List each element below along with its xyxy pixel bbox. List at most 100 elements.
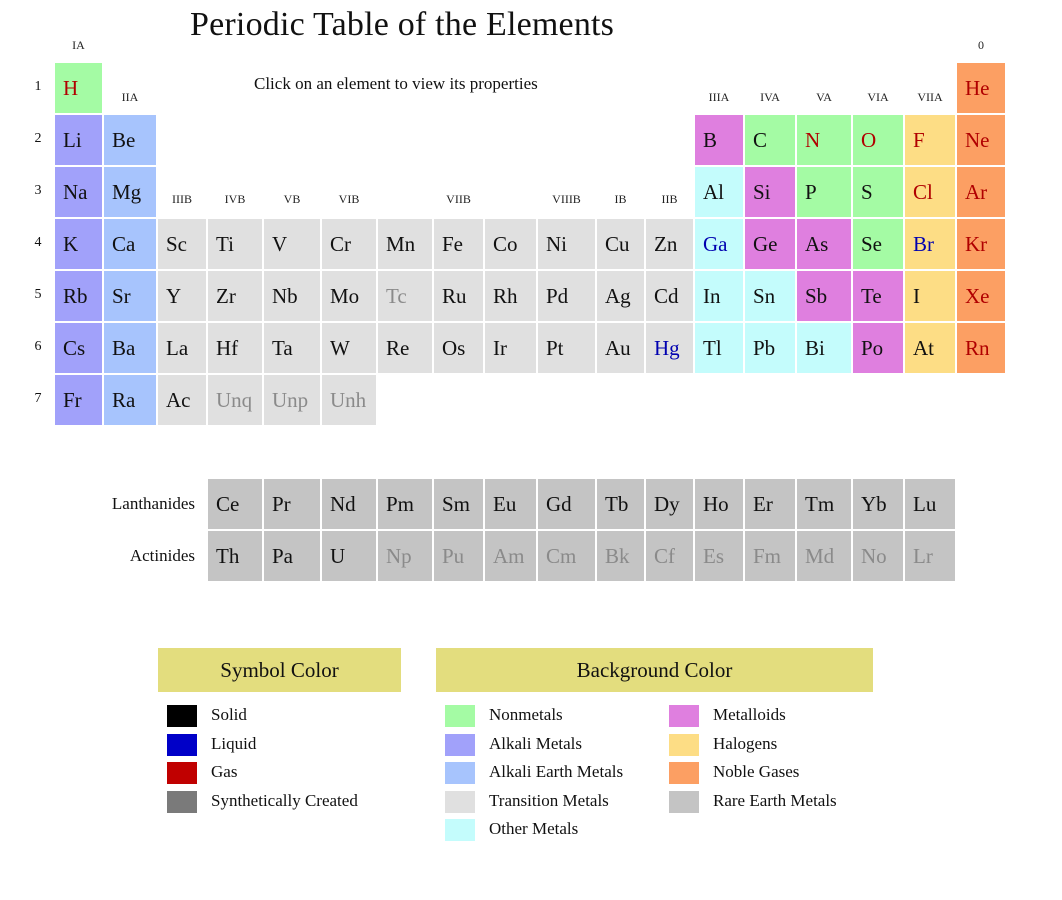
element-cell-ti[interactable]: Ti — [207, 218, 263, 270]
element-cell-w[interactable]: W — [321, 322, 377, 374]
element-cell-cf[interactable]: Cf — [645, 530, 694, 582]
element-cell-mg[interactable]: Mg — [103, 166, 157, 218]
element-cell-co[interactable]: Co — [484, 218, 537, 270]
element-cell-s[interactable]: S — [852, 166, 904, 218]
element-cell-nd[interactable]: Nd — [321, 478, 377, 530]
element-cell-unh[interactable]: Unh — [321, 374, 377, 426]
element-cell-ra[interactable]: Ra — [103, 374, 157, 426]
element-cell-sc[interactable]: Sc — [157, 218, 207, 270]
element-cell-cm[interactable]: Cm — [537, 530, 596, 582]
element-cell-ne[interactable]: Ne — [956, 114, 1006, 166]
element-cell-gd[interactable]: Gd — [537, 478, 596, 530]
element-cell-er[interactable]: Er — [744, 478, 796, 530]
element-cell-k[interactable]: K — [54, 218, 103, 270]
element-cell-as[interactable]: As — [796, 218, 852, 270]
element-cell-c[interactable]: C — [744, 114, 796, 166]
element-cell-pd[interactable]: Pd — [537, 270, 596, 322]
element-cell-zn[interactable]: Zn — [645, 218, 694, 270]
element-cell-i[interactable]: I — [904, 270, 956, 322]
element-cell-unp[interactable]: Unp — [263, 374, 321, 426]
element-cell-tc[interactable]: Tc — [377, 270, 433, 322]
element-cell-lu[interactable]: Lu — [904, 478, 956, 530]
element-cell-ag[interactable]: Ag — [596, 270, 645, 322]
element-cell-th[interactable]: Th — [207, 530, 263, 582]
element-cell-pb[interactable]: Pb — [744, 322, 796, 374]
element-cell-v[interactable]: V — [263, 218, 321, 270]
element-cell-cl[interactable]: Cl — [904, 166, 956, 218]
element-cell-hg[interactable]: Hg — [645, 322, 694, 374]
element-cell-md[interactable]: Md — [796, 530, 852, 582]
element-cell-sr[interactable]: Sr — [103, 270, 157, 322]
element-cell-lr[interactable]: Lr — [904, 530, 956, 582]
element-cell-ta[interactable]: Ta — [263, 322, 321, 374]
element-cell-ho[interactable]: Ho — [694, 478, 744, 530]
element-cell-br[interactable]: Br — [904, 218, 956, 270]
element-cell-ga[interactable]: Ga — [694, 218, 744, 270]
element-cell-al[interactable]: Al — [694, 166, 744, 218]
element-cell-tb[interactable]: Tb — [596, 478, 645, 530]
element-cell-pm[interactable]: Pm — [377, 478, 433, 530]
element-cell-te[interactable]: Te — [852, 270, 904, 322]
element-cell-bi[interactable]: Bi — [796, 322, 852, 374]
element-cell-si[interactable]: Si — [744, 166, 796, 218]
element-cell-cu[interactable]: Cu — [596, 218, 645, 270]
element-cell-u[interactable]: U — [321, 530, 377, 582]
element-cell-yb[interactable]: Yb — [852, 478, 904, 530]
element-cell-cs[interactable]: Cs — [54, 322, 103, 374]
element-cell-sb[interactable]: Sb — [796, 270, 852, 322]
element-cell-pa[interactable]: Pa — [263, 530, 321, 582]
element-cell-au[interactable]: Au — [596, 322, 645, 374]
element-cell-pt[interactable]: Pt — [537, 322, 596, 374]
element-cell-la[interactable]: La — [157, 322, 207, 374]
element-cell-cd[interactable]: Cd — [645, 270, 694, 322]
element-cell-f[interactable]: F — [904, 114, 956, 166]
element-cell-ir[interactable]: Ir — [484, 322, 537, 374]
element-cell-ca[interactable]: Ca — [103, 218, 157, 270]
element-cell-tm[interactable]: Tm — [796, 478, 852, 530]
element-cell-po[interactable]: Po — [852, 322, 904, 374]
element-cell-pu[interactable]: Pu — [433, 530, 484, 582]
element-cell-ar[interactable]: Ar — [956, 166, 1006, 218]
element-cell-nb[interactable]: Nb — [263, 270, 321, 322]
element-cell-mn[interactable]: Mn — [377, 218, 433, 270]
element-cell-se[interactable]: Se — [852, 218, 904, 270]
element-cell-rn[interactable]: Rn — [956, 322, 1006, 374]
element-cell-ru[interactable]: Ru — [433, 270, 484, 322]
element-cell-re[interactable]: Re — [377, 322, 433, 374]
element-cell-sn[interactable]: Sn — [744, 270, 796, 322]
element-cell-fr[interactable]: Fr — [54, 374, 103, 426]
element-cell-kr[interactable]: Kr — [956, 218, 1006, 270]
element-cell-b[interactable]: B — [694, 114, 744, 166]
element-cell-no[interactable]: No — [852, 530, 904, 582]
element-cell-n[interactable]: N — [796, 114, 852, 166]
element-cell-dy[interactable]: Dy — [645, 478, 694, 530]
element-cell-rb[interactable]: Rb — [54, 270, 103, 322]
element-cell-rh[interactable]: Rh — [484, 270, 537, 322]
element-cell-li[interactable]: Li — [54, 114, 103, 166]
element-cell-np[interactable]: Np — [377, 530, 433, 582]
element-cell-ge[interactable]: Ge — [744, 218, 796, 270]
element-cell-xe[interactable]: Xe — [956, 270, 1006, 322]
element-cell-tl[interactable]: Tl — [694, 322, 744, 374]
element-cell-h[interactable]: H — [54, 62, 103, 114]
element-cell-be[interactable]: Be — [103, 114, 157, 166]
element-cell-in[interactable]: In — [694, 270, 744, 322]
element-cell-at[interactable]: At — [904, 322, 956, 374]
element-cell-fm[interactable]: Fm — [744, 530, 796, 582]
element-cell-pr[interactable]: Pr — [263, 478, 321, 530]
element-cell-zr[interactable]: Zr — [207, 270, 263, 322]
element-cell-he[interactable]: He — [956, 62, 1006, 114]
element-cell-es[interactable]: Es — [694, 530, 744, 582]
element-cell-p[interactable]: P — [796, 166, 852, 218]
element-cell-ni[interactable]: Ni — [537, 218, 596, 270]
element-cell-am[interactable]: Am — [484, 530, 537, 582]
element-cell-fe[interactable]: Fe — [433, 218, 484, 270]
element-cell-cr[interactable]: Cr — [321, 218, 377, 270]
element-cell-eu[interactable]: Eu — [484, 478, 537, 530]
element-cell-unq[interactable]: Unq — [207, 374, 263, 426]
element-cell-na[interactable]: Na — [54, 166, 103, 218]
element-cell-sm[interactable]: Sm — [433, 478, 484, 530]
element-cell-y[interactable]: Y — [157, 270, 207, 322]
element-cell-os[interactable]: Os — [433, 322, 484, 374]
element-cell-mo[interactable]: Mo — [321, 270, 377, 322]
